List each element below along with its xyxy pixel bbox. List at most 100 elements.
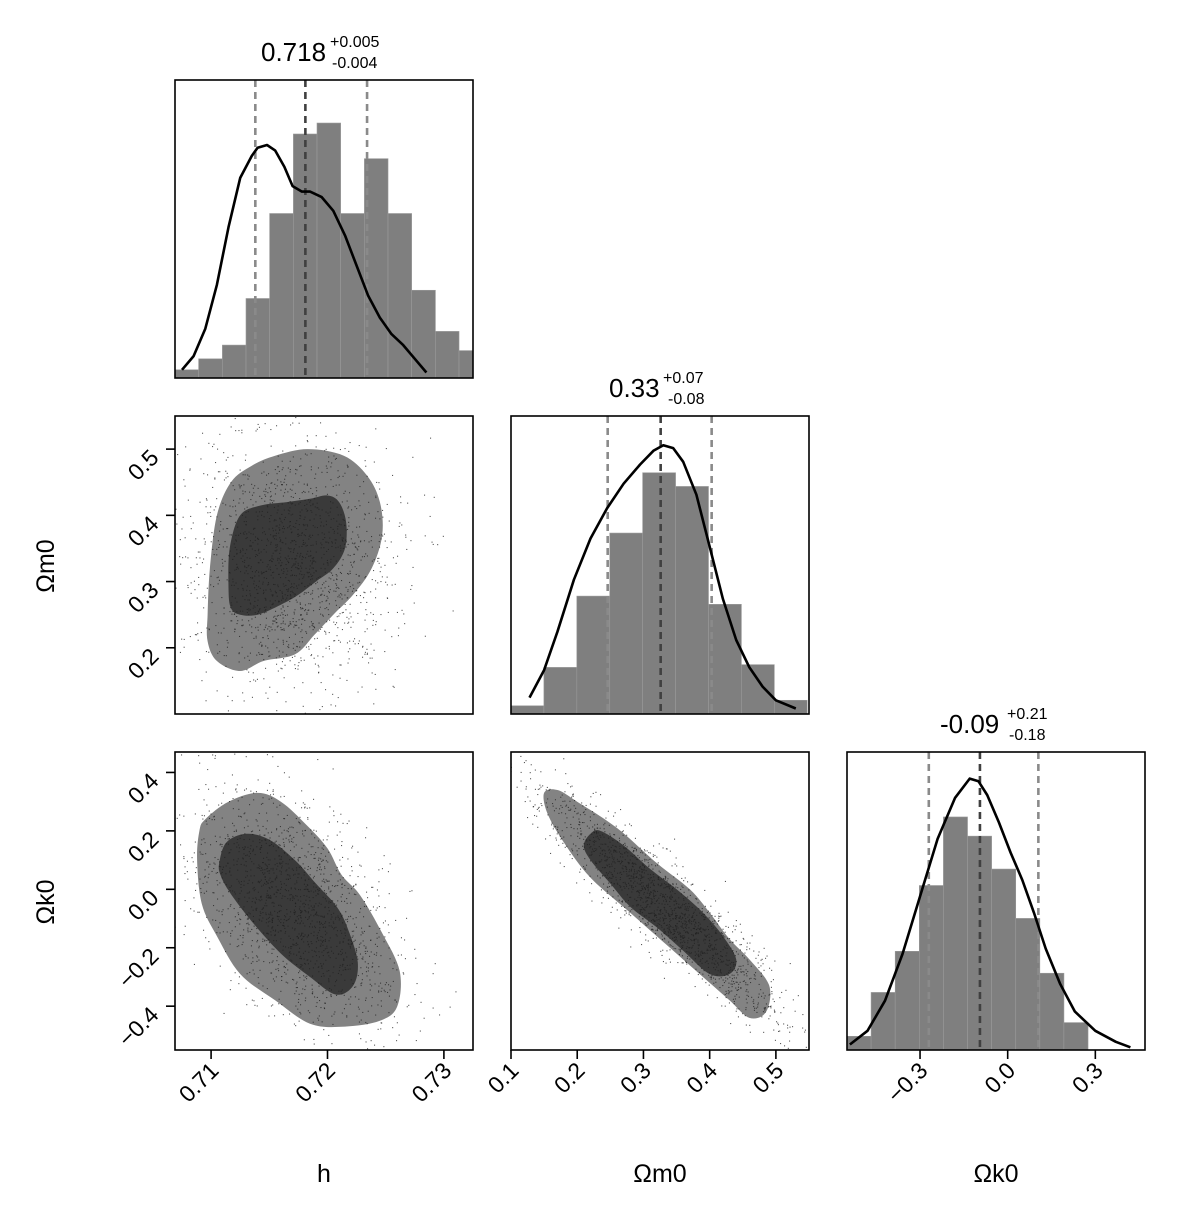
sample-point	[635, 876, 637, 878]
sample-point	[229, 571, 231, 573]
sample-point	[592, 848, 594, 850]
sample-point	[651, 928, 653, 930]
sample-point	[292, 502, 294, 504]
sample-point	[294, 911, 296, 913]
sample-point	[237, 898, 239, 900]
sample-point	[253, 925, 255, 927]
sample-point	[240, 919, 242, 921]
sample-point	[324, 866, 326, 868]
sample-point	[368, 925, 370, 927]
sample-point	[220, 843, 222, 845]
sample-point	[356, 595, 358, 597]
sample-point	[206, 823, 208, 825]
sample-point	[277, 586, 279, 588]
sample-point	[221, 851, 223, 853]
sample-point	[232, 578, 234, 580]
sample-point	[358, 1008, 360, 1010]
sample-point	[249, 590, 251, 592]
sample-point	[691, 920, 693, 922]
sample-point	[266, 893, 268, 895]
sample-point	[446, 1106, 447, 1107]
sample-point	[215, 462, 217, 464]
sample-point	[680, 948, 682, 950]
sample-point	[275, 622, 277, 624]
sample-point	[708, 940, 710, 942]
sample-point	[564, 800, 566, 802]
sample-point	[386, 597, 388, 599]
sample-point	[363, 916, 365, 918]
sample-point	[622, 844, 624, 846]
sample-point	[635, 885, 637, 887]
sample-point	[229, 611, 231, 613]
sample-point	[172, 549, 173, 550]
sample-point	[663, 929, 665, 931]
sample-point	[192, 861, 194, 863]
sample-point	[323, 880, 325, 882]
sample-point	[712, 948, 714, 950]
sample-point	[320, 903, 322, 905]
sample-point	[260, 851, 262, 853]
sample-point	[234, 893, 236, 895]
sample-point	[637, 903, 639, 905]
sample-point	[252, 849, 254, 851]
sample-point	[607, 865, 609, 867]
sample-point	[630, 880, 632, 882]
sample-point	[330, 996, 332, 998]
sample-point	[776, 1021, 778, 1023]
sample-point	[341, 539, 343, 541]
sample-point	[524, 801, 526, 803]
sample-point	[370, 909, 372, 911]
sample-point	[616, 882, 618, 884]
hist-panel-ok	[846, 751, 1146, 1051]
sample-point	[373, 703, 375, 705]
sample-point	[380, 566, 382, 568]
sample-point	[256, 820, 258, 822]
sample-point	[330, 874, 332, 876]
sample-point	[384, 920, 386, 922]
sample-point	[673, 930, 675, 932]
sample-point	[606, 892, 608, 894]
sample-point	[671, 910, 673, 912]
sample-point	[731, 961, 733, 963]
sample-point	[278, 964, 280, 966]
sample-point	[246, 549, 248, 551]
sample-point	[696, 898, 698, 900]
sample-point	[380, 1022, 382, 1024]
sample-point	[300, 966, 302, 968]
sample-point	[194, 589, 196, 591]
sample-point	[233, 499, 235, 501]
sample-point	[363, 945, 365, 947]
sample-point	[335, 926, 337, 928]
sample-point	[552, 803, 554, 805]
sample-point	[699, 971, 701, 973]
sample-point	[631, 865, 633, 867]
sample-point	[284, 594, 286, 596]
sample-point	[549, 788, 551, 790]
sample-point	[298, 951, 300, 953]
sample-point	[246, 871, 248, 873]
sample-point	[193, 910, 195, 912]
sample-point	[219, 932, 221, 934]
sample-point	[372, 962, 374, 964]
sample-point	[668, 932, 670, 934]
sample-point	[227, 843, 229, 845]
sample-point	[571, 858, 573, 860]
sample-point	[365, 553, 367, 555]
sample-point	[242, 847, 244, 849]
sample-point	[730, 983, 732, 985]
sample-point	[262, 869, 264, 871]
sample-point	[373, 649, 375, 651]
sample-point	[263, 606, 265, 608]
sample-point	[279, 541, 281, 543]
sample-point	[245, 861, 247, 863]
sample-point	[335, 539, 337, 541]
sample-point	[236, 791, 238, 793]
sample-point	[150, 488, 151, 489]
sample-point	[301, 558, 303, 560]
sample-point	[263, 589, 265, 591]
sample-point	[239, 487, 241, 489]
sample-point	[217, 386, 218, 387]
sample-point	[706, 934, 708, 936]
sample-point	[289, 826, 291, 828]
sample-point	[317, 847, 319, 849]
